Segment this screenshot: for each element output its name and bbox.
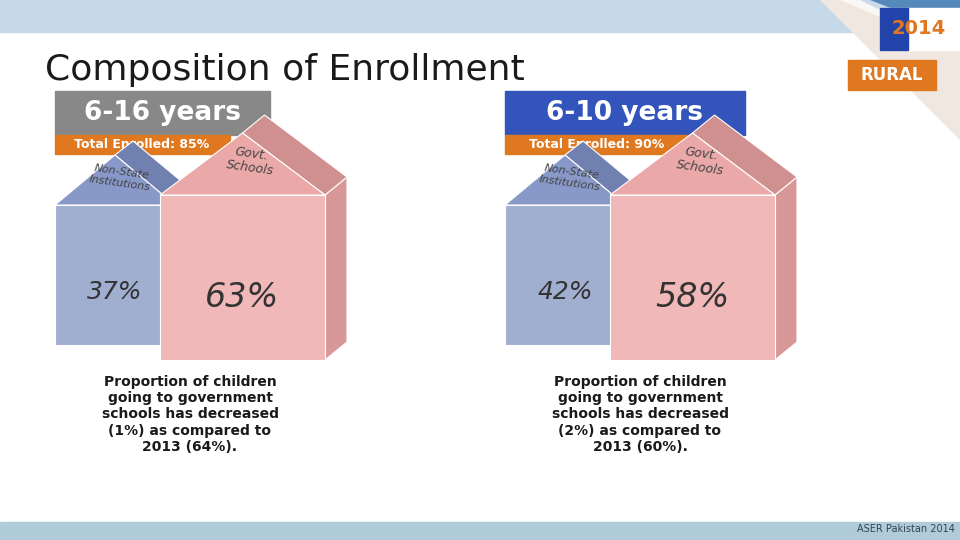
Text: RURAL: RURAL [861,66,924,84]
Polygon shape [610,195,775,360]
Text: Non-State
Institutions: Non-State Institutions [539,163,603,192]
Text: Composition of Enrollment: Composition of Enrollment [45,53,525,87]
Text: 63%: 63% [205,281,279,314]
Polygon shape [505,155,625,205]
Polygon shape [505,205,625,345]
Bar [505,135,690,154]
Bar [0,0,960,32]
Text: ASER Pakistan 2014: ASER Pakistan 2014 [857,524,955,534]
Polygon shape [160,133,325,195]
Bar [55,91,270,135]
Polygon shape [160,195,325,360]
Bar [0,522,960,540]
Polygon shape [700,0,960,140]
Polygon shape [55,205,175,345]
Text: Total Enrolled: 90%: Total Enrolled: 90% [529,138,664,152]
Polygon shape [610,133,775,195]
Text: 42%: 42% [538,280,592,304]
Text: Govt.
Schools: Govt. Schools [675,144,727,178]
Polygon shape [243,115,347,195]
Polygon shape [840,0,960,50]
Polygon shape [692,115,797,195]
Polygon shape [325,177,347,360]
Text: Proportion of children
going to government
schools has decreased
(1%) as compare: Proportion of children going to governme… [102,375,278,454]
Text: 2014: 2014 [892,19,947,38]
Polygon shape [55,155,175,205]
Text: Non-State
Institutions: Non-State Institutions [89,163,154,192]
Polygon shape [565,141,643,205]
Text: Total Enrolled: 85%: Total Enrolled: 85% [74,138,209,152]
Text: 6-10 years: 6-10 years [546,100,704,126]
Polygon shape [115,141,193,205]
Text: Proportion of children
going to government
schools has decreased
(2%) as compare: Proportion of children going to governme… [551,375,729,454]
Bar [880,8,960,50]
Polygon shape [775,177,797,360]
Bar [55,135,230,154]
Polygon shape [860,0,960,50]
Text: Govt.
Schools: Govt. Schools [225,144,276,178]
Bar [505,91,745,135]
Text: 58%: 58% [656,281,730,314]
Bar [880,8,908,50]
Text: 6-16 years: 6-16 years [84,100,241,126]
Polygon shape [625,191,643,345]
Text: 37%: 37% [87,280,143,304]
Bar [848,60,936,90]
Polygon shape [175,191,193,345]
